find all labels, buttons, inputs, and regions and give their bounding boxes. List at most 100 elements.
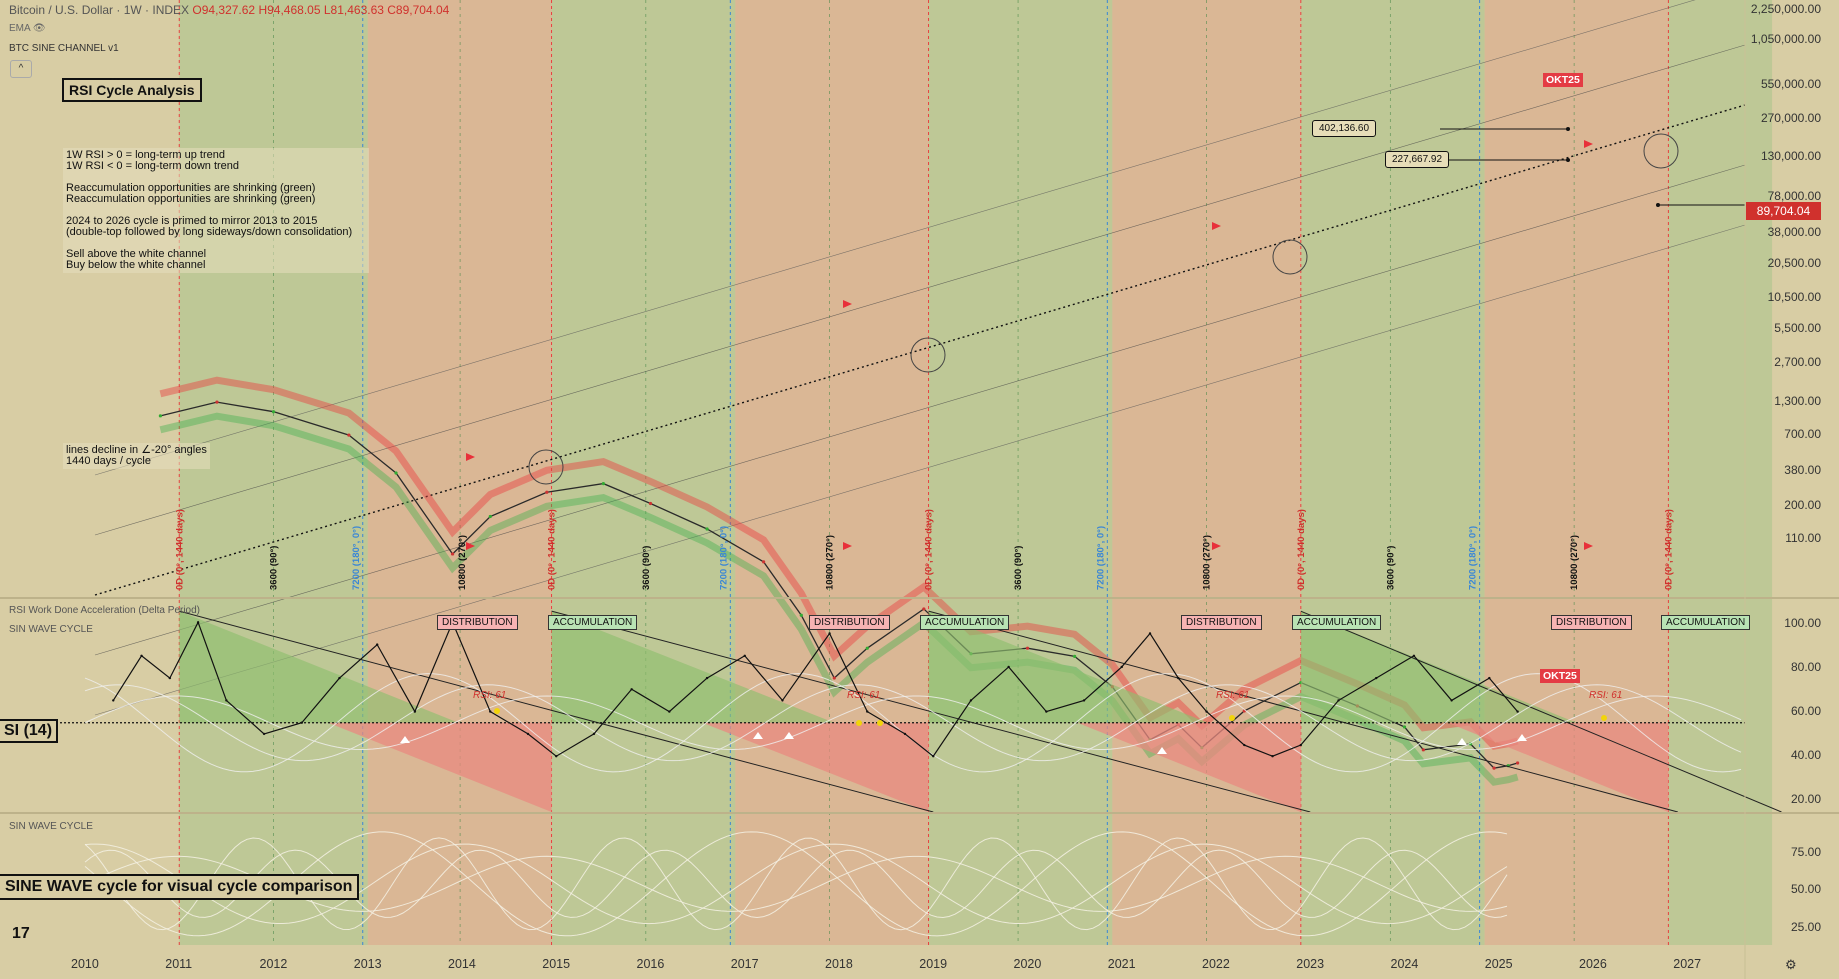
cycle-degree-label: 3600 (90°) [641,546,652,590]
time-axis-tick: 2023 [1296,957,1325,971]
sine-wave-comparison-label[interactable]: SINE WAVE cycle for visual cycle compari… [0,874,360,900]
long-term-trendline [94,104,1746,596]
phase-label-accumulation-3[interactable]: ACCUMULATION [1292,615,1382,630]
sine-axis-tick: 75.00 [1790,845,1821,859]
flag-marker [466,542,475,550]
target-level-dot [1566,158,1570,162]
phase-label-distribution-4[interactable]: DISTRIBUTION [1551,615,1632,630]
price-point [1402,725,1407,729]
rsi-channel-line [928,610,1678,813]
phase-label-distribution-2[interactable]: DISTRIBUTION [809,615,890,630]
rsi-point [196,621,200,624]
settings-gear-icon[interactable]: ⚙ [1785,957,1797,972]
target-callout-227k[interactable]: 227,667.92 [1385,151,1450,168]
angle-note[interactable]: lines decline in ∠-20° angles 1440 days … [63,443,210,469]
rsi-point [932,755,935,758]
rsi-point [300,721,303,724]
time-axis-tick: 2022 [1202,957,1230,971]
price-axis-tick: 270,000.00 [1760,111,1821,125]
accumulation-zone [928,0,1113,945]
price-axis-tick: 38,000.00 [1767,225,1821,239]
price-point [762,560,766,564]
signal-dot [1229,715,1235,721]
indicator-title[interactable]: BTC SINE CHANNEL v1 [9,43,119,54]
cycle-degree-label: 10800 (270°) [457,535,468,590]
rsi-point [1412,654,1416,657]
channel-line [94,164,1746,656]
cycle-degree-label: 10800 (270°) [1569,535,1580,590]
tradingview-logo[interactable]: 17 [12,925,30,942]
analysis-notes[interactable]: 1W RSI > 0 = long-term up trend 1W RSI <… [63,148,369,273]
cycle-circle-marker [1272,239,1308,275]
rsi-pane-title[interactable]: RSI Work Done Acceleration (Delta Period… [9,605,201,616]
cycle-degree-label: 0D (0°, 1440 days) [547,509,558,590]
price-axis-tick: 130,000.00 [1760,149,1821,163]
rsi-point [668,710,671,713]
rsi-point [338,676,341,680]
phase-label-distribution-1[interactable]: DISTRIBUTION [437,615,518,630]
rsi-point [743,654,746,657]
ema-indicator-legend[interactable]: EMA 👁 [9,23,46,34]
cycle-degree-label: 10800 (270°) [825,535,836,590]
sin-wave-pane-title[interactable]: SIN WAVE CYCLE [9,821,93,832]
rsi-14-label[interactable]: SI (14) [0,719,59,743]
cycle-degree-label: 0D (0°, 1440 days) [174,509,185,590]
rsi-point [1271,755,1274,758]
signal-dot [856,720,862,726]
rsi-red-area [702,722,929,812]
rsi-point [781,699,784,702]
ohlc-high: H94,468.05 [258,3,321,17]
symbol-title[interactable]: Bitcoin / U.S. Dollar · 1W · INDEX [9,3,190,17]
time-axis-tick: 2014 [448,957,476,971]
price-axis-tick: 10,500.00 [1767,290,1821,304]
price-axis-tick: 550,000.00 [1760,77,1821,91]
cycle-circle-marker [1643,133,1679,169]
sine-axis-tick: 50.00 [1790,882,1821,896]
price-point [450,552,455,556]
rsi-point [112,699,115,702]
price-point [158,414,162,418]
cycle-degree-label: 10800 (270°) [1202,535,1213,590]
okt25-marker-top[interactable]: OKT25 [1543,73,1583,87]
price-axis-tick: 700.00 [1784,427,1821,441]
buy-triangle-marker [1157,747,1167,754]
time-axis-tick: 2017 [730,957,759,971]
sine-wave-line [84,831,1508,937]
phase-label-distribution-3[interactable]: DISTRIBUTION [1181,615,1262,630]
signal-dot [877,720,883,726]
price-point [394,471,398,475]
buy-triangle-marker [1457,738,1467,745]
price-axis-tick: 2,700.00 [1774,355,1821,369]
time-axis-tick: 2015 [542,957,571,971]
phase-label-accumulation-2[interactable]: ACCUMULATION [920,615,1010,630]
rsi-point [168,676,172,680]
price-axis-tick: 2,250,000.00 [1750,2,1821,16]
rsi-axis-tick: 20.00 [1790,792,1821,806]
last-price-label: 89,704.04 [1746,202,1821,220]
ema-label: EMA [9,23,31,34]
rsi-point [489,710,492,713]
rsi-axis-tick: 40.00 [1790,748,1821,762]
price-point [488,514,492,519]
time-axis-tick: 2012 [259,957,288,971]
price-point [271,410,276,414]
target-callout-402k[interactable]: 402,136.60 [1312,120,1377,137]
phase-label-accumulation-1[interactable]: ACCUMULATION [548,615,638,630]
cycle-degree-label: 0D (0°, 1440 days) [1663,509,1674,590]
time-axis-tick: 2025 [1484,957,1513,971]
phase-label-accumulation-4[interactable]: ACCUMULATION [1661,615,1751,630]
buy-triangle-marker [753,732,763,739]
rsi-point [1045,710,1048,713]
rsi-point [1375,676,1378,680]
okt25-marker-rsi[interactable]: OKT25 [1540,669,1580,683]
price-point [1421,748,1425,752]
collapse-legend-button[interactable]: ^ [10,60,32,78]
rsi-cycle-analysis-title[interactable]: RSI Cycle Analysis [62,78,202,102]
rsi-point [1516,710,1519,713]
eye-icon[interactable]: 👁 [32,23,46,34]
flag-marker [843,300,852,308]
price-point [705,527,709,531]
rsi-point [969,699,973,702]
time-axis-tick: 2027 [1673,957,1702,971]
